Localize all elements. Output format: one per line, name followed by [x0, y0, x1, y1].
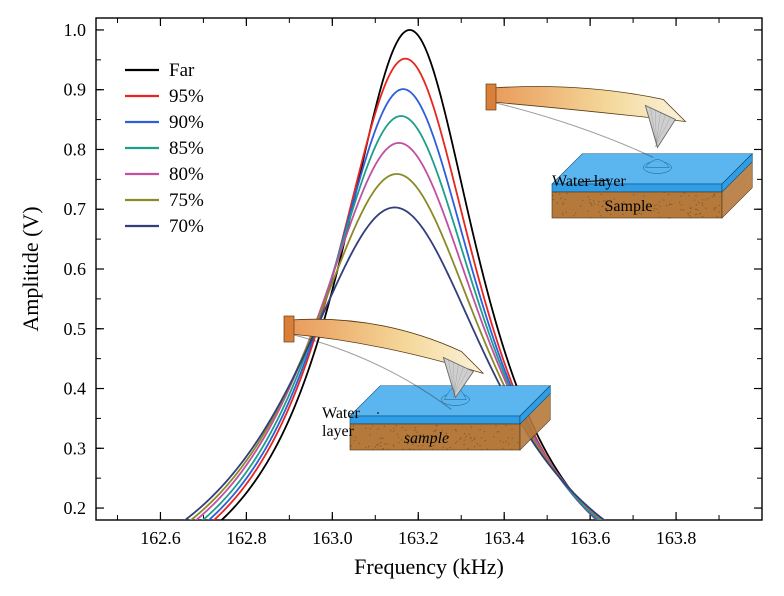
svg-text:sample: sample: [404, 430, 449, 447]
svg-text:0.7: 0.7: [64, 199, 87, 219]
svg-text:70%: 70%: [169, 216, 204, 237]
svg-text:163.8: 163.8: [656, 528, 697, 548]
svg-text:85%: 85%: [169, 138, 204, 159]
svg-text:Amplitide (V): Amplitide (V): [18, 206, 43, 331]
svg-text:Sample: Sample: [605, 198, 653, 215]
svg-text:1.0: 1.0: [64, 20, 87, 40]
svg-text:0.6: 0.6: [64, 259, 87, 279]
svg-text:0.2: 0.2: [64, 498, 87, 518]
svg-text:163.4: 163.4: [484, 528, 525, 548]
svg-text:80%: 80%: [169, 164, 204, 185]
svg-text:0.9: 0.9: [64, 80, 87, 100]
svg-text:163.2: 163.2: [398, 528, 439, 548]
svg-text:0.3: 0.3: [64, 438, 87, 458]
svg-text:163.0: 163.0: [312, 528, 353, 548]
svg-text:90%: 90%: [169, 112, 204, 133]
svg-text:162.8: 162.8: [226, 528, 267, 548]
svg-text:162.6: 162.6: [140, 528, 181, 548]
chart-container: 162.6 162.8 163.0 163.2 163.4 163.6 163.8 0.2 0.…: [0, 0, 784, 596]
resonance-chart: 162.6 162.8 163.0 163.2 163.4 163.6 163.8 0.2 0.…: [0, 0, 784, 596]
svg-text:95%: 95%: [169, 86, 204, 107]
svg-text:0.4: 0.4: [64, 379, 87, 399]
svg-text:0.5: 0.5: [64, 319, 87, 339]
svg-text:layer: layer: [322, 423, 355, 440]
svg-text:163.6: 163.6: [570, 528, 611, 548]
svg-text:Far: Far: [169, 60, 195, 81]
svg-text:0.8: 0.8: [64, 139, 87, 159]
svg-text:Frequency (kHz): Frequency (kHz): [354, 554, 504, 579]
svg-text:Water: Water: [322, 405, 360, 422]
svg-text:75%: 75%: [169, 190, 204, 211]
